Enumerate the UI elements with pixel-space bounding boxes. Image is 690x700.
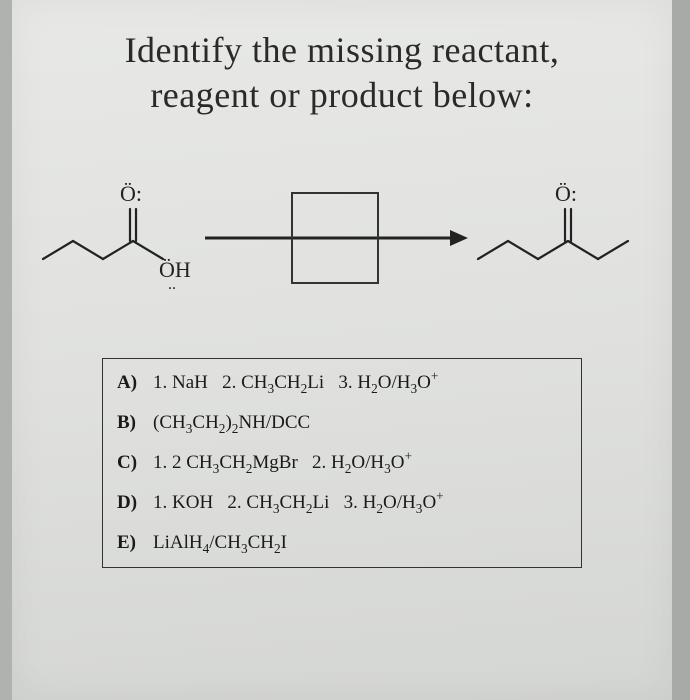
reaction-arrow-block	[200, 193, 470, 283]
option-row: B) (CH3CH2)2NH/DCC	[103, 403, 581, 443]
option-label: D)	[117, 492, 153, 514]
option-row: D) 1. KOH 2. CH3CH2Li 3. H2O/H3O+	[103, 483, 581, 523]
option-label: A)	[117, 372, 153, 394]
title-line-2: reagent or product below:	[150, 75, 533, 115]
answer-options-box: A) 1. NaH 2. CH3CH2Li 3. H2O/H3O+ B) (CH…	[102, 358, 582, 568]
option-text: LiAlH4/CH3CH2I	[153, 532, 567, 554]
reactant-O-label: Ö:	[120, 181, 142, 206]
reactant-molecule: Ö: ÖH ..	[35, 181, 200, 296]
unknown-reagent-box	[291, 192, 379, 284]
question-title: Identify the missing reactant, reagent o…	[40, 28, 644, 118]
product-molecule: Ö:	[470, 181, 650, 296]
option-text: 1. 2 CH3CH2MgBr 2. H2O/H3O+	[153, 452, 567, 474]
page-paper: Identify the missing reactant, reagent o…	[12, 0, 672, 700]
reaction-scheme: Ö: ÖH ..	[40, 178, 644, 298]
scan-edge-right	[672, 0, 690, 700]
scan-edge-left	[0, 0, 12, 700]
option-text: (CH3CH2)2NH/DCC	[153, 412, 567, 434]
option-label: C)	[117, 452, 153, 474]
option-label: E)	[117, 532, 153, 554]
option-row: C) 1. 2 CH3CH2MgBr 2. H2O/H3O+	[103, 443, 581, 483]
svg-text:..: ..	[168, 276, 176, 291]
option-text: 1. NaH 2. CH3CH2Li 3. H2O/H3O+	[153, 372, 567, 394]
option-row: A) 1. NaH 2. CH3CH2Li 3. H2O/H3O+	[103, 363, 581, 403]
option-text: 1. KOH 2. CH3CH2Li 3. H2O/H3O+	[153, 492, 567, 514]
title-line-1: Identify the missing reactant,	[125, 30, 560, 70]
option-row: E) LiAlH4/CH3CH2I	[103, 523, 581, 563]
product-O-label: Ö:	[555, 181, 577, 206]
option-label: B)	[117, 412, 153, 434]
